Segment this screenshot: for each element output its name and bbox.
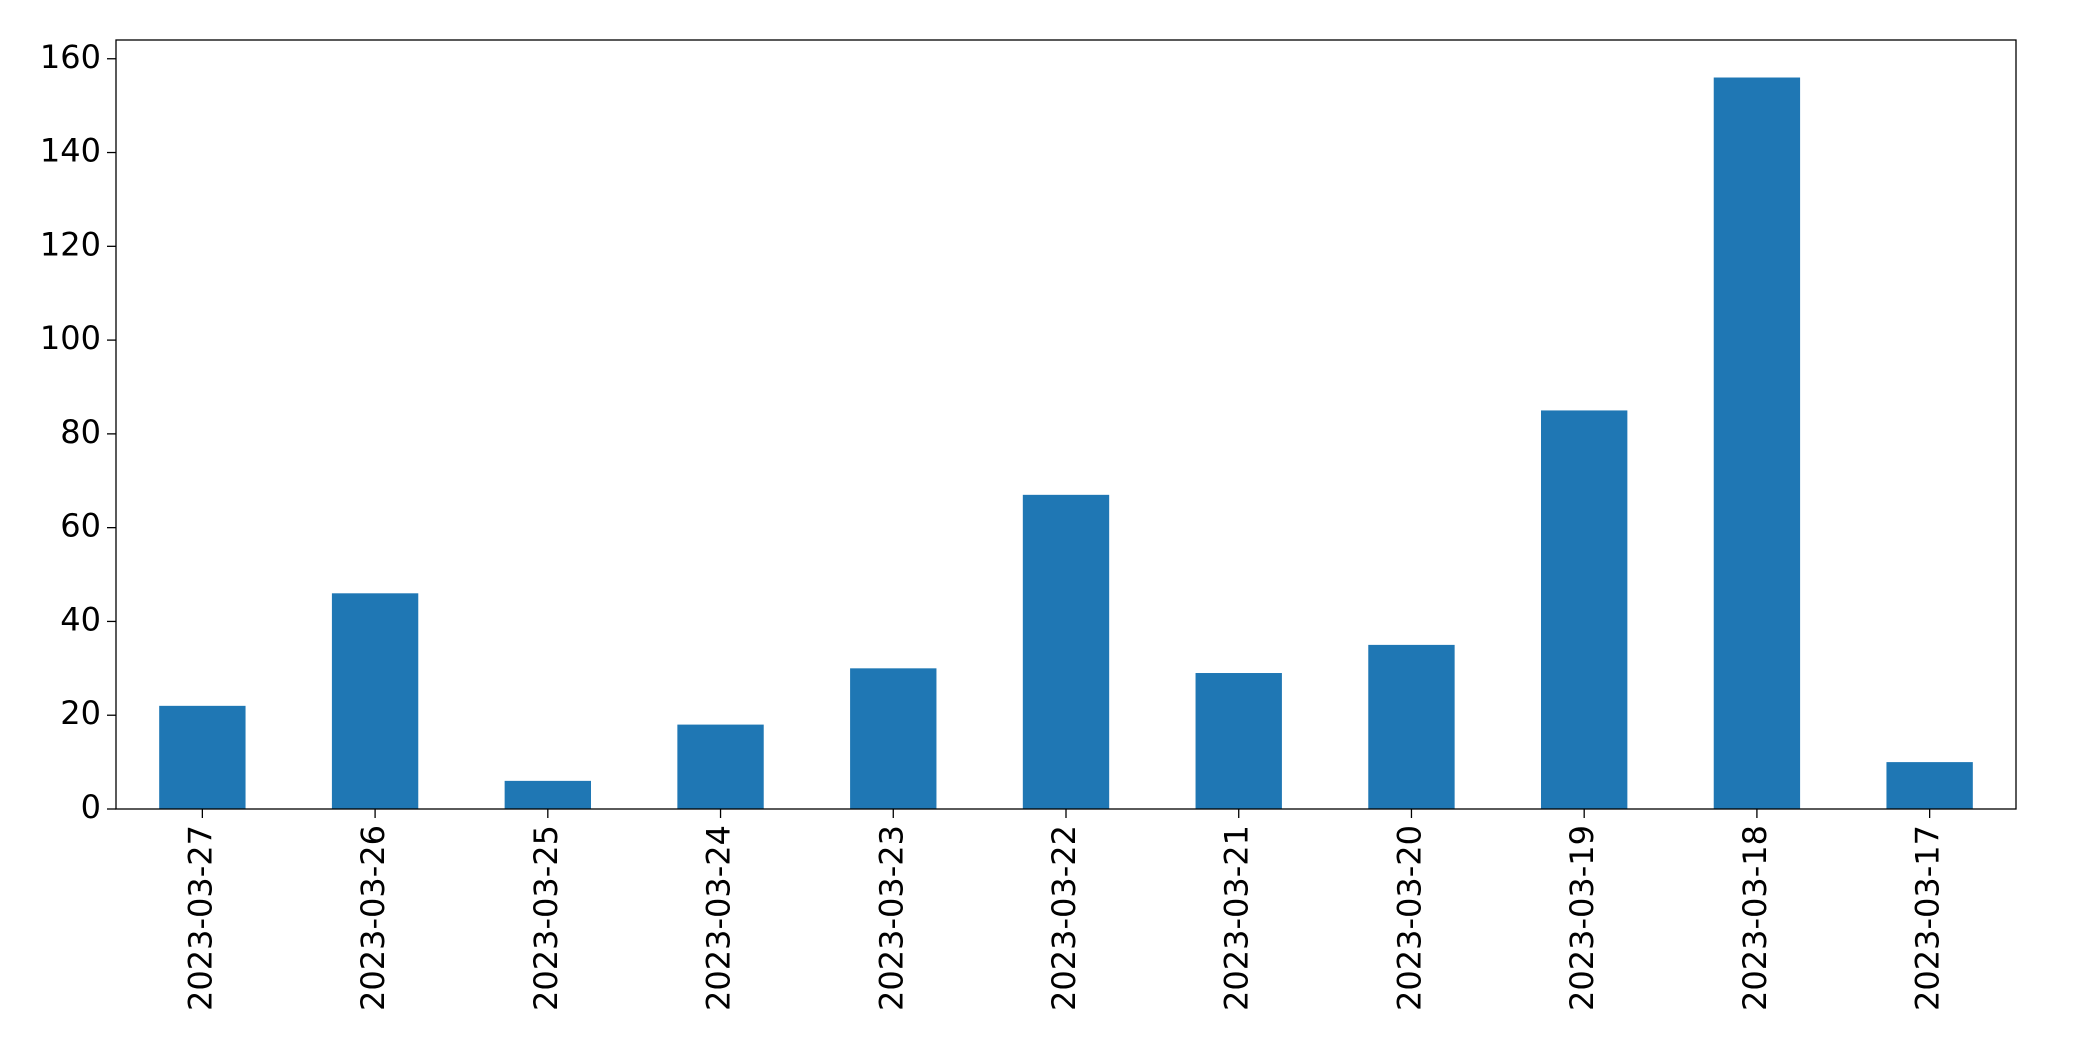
y-tick-label: 140 [40, 132, 101, 170]
y-tick-label: 60 [60, 507, 101, 545]
x-tick-label: 2023-03-18 [1736, 825, 1774, 1011]
bar [331, 593, 419, 809]
y-tick-label: 40 [60, 600, 101, 638]
bar [677, 724, 764, 809]
bar [504, 780, 591, 809]
y-tick-label: 120 [40, 225, 101, 263]
bar [1886, 762, 1973, 809]
bar [1195, 673, 1282, 809]
bar [1022, 494, 1110, 809]
y-tick-label: 0 [81, 788, 101, 826]
x-tick-label: 2023-03-21 [1218, 825, 1256, 1011]
x-tick-label: 2023-03-27 [181, 825, 219, 1011]
bar [159, 705, 246, 809]
bar [1713, 77, 1801, 809]
x-tick-label: 2023-03-26 [354, 825, 392, 1011]
y-tick-label: 20 [60, 694, 101, 732]
y-tick-label: 100 [40, 319, 101, 357]
x-tick-label: 2023-03-17 [1909, 825, 1947, 1011]
x-tick-label: 2023-03-25 [527, 825, 565, 1011]
bar [850, 668, 937, 809]
x-tick-label: 2023-03-24 [700, 825, 738, 1011]
y-tick-label: 80 [60, 413, 101, 451]
x-tick-label: 2023-03-20 [1390, 825, 1428, 1011]
bar [1541, 410, 1628, 809]
plot-frame [115, 39, 2017, 810]
x-tick-label: 2023-03-22 [1045, 825, 1083, 1011]
bar [1368, 644, 1455, 809]
y-tick-label: 160 [40, 38, 101, 76]
x-tick-label: 2023-03-19 [1563, 825, 1601, 1011]
x-tick-label: 2023-03-23 [872, 825, 910, 1011]
